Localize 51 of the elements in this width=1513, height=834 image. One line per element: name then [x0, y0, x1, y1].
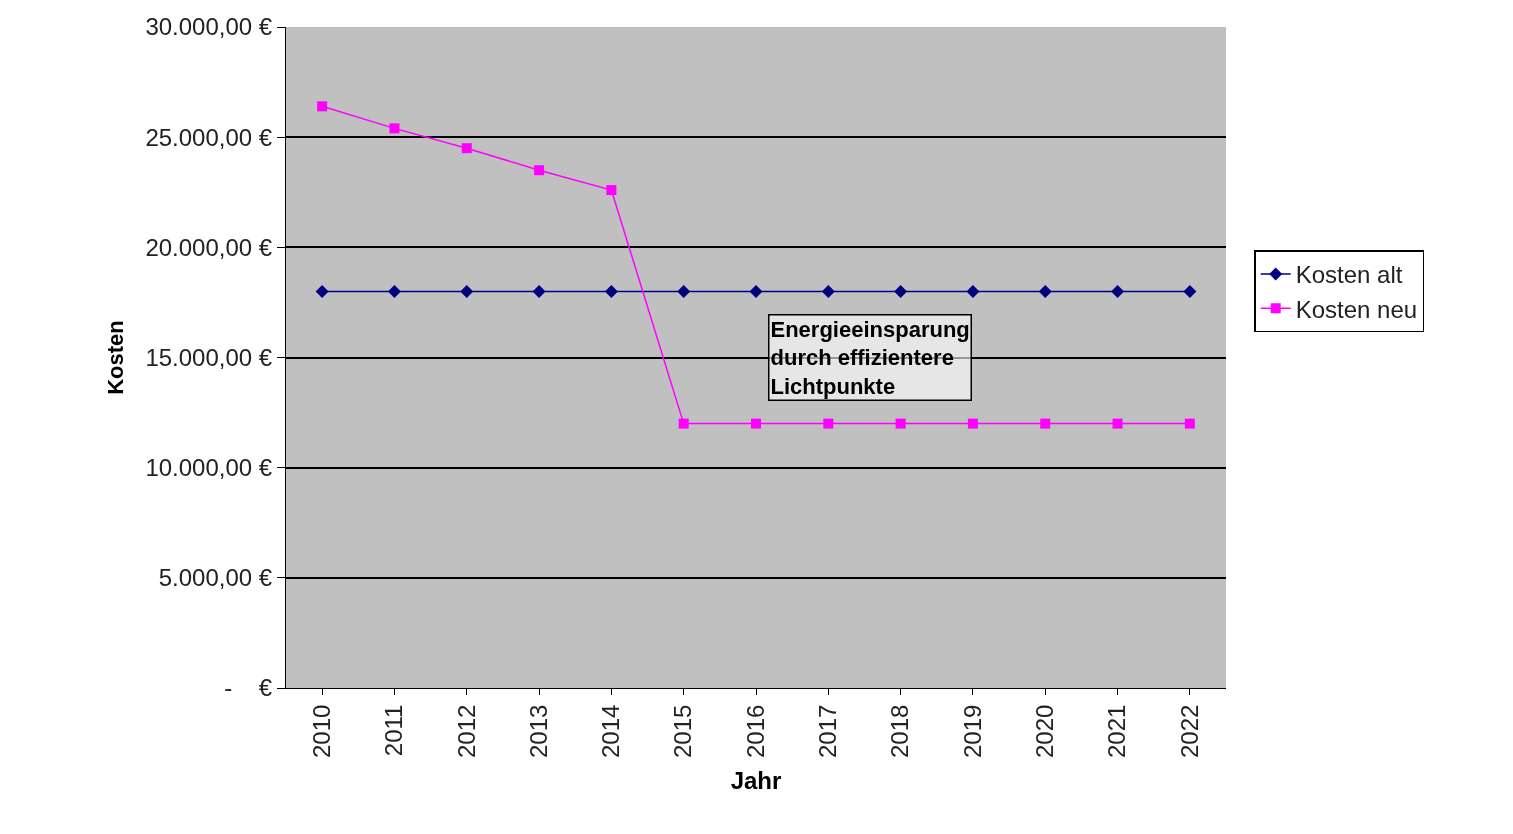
x-tick-label: 2017 — [814, 704, 842, 758]
point — [895, 418, 906, 429]
point — [967, 418, 978, 429]
x-tick-label: 2018 — [886, 704, 914, 758]
x-tick-label: 2015 — [669, 704, 697, 758]
point — [1038, 284, 1052, 298]
point — [534, 165, 545, 176]
point — [461, 143, 472, 154]
y-axis-title: Kosten — [103, 320, 129, 395]
point — [317, 101, 328, 112]
point — [315, 284, 329, 298]
point — [966, 284, 980, 298]
x-tick-label: 2012 — [452, 704, 480, 758]
point — [1184, 418, 1195, 429]
y-tick-label: 20.000,00 € — [145, 233, 273, 261]
point — [1111, 284, 1125, 298]
point — [894, 284, 908, 298]
x-tick-label: 2022 — [1175, 704, 1203, 758]
annotation: Energieeinsparung durch effizientere Lichtpunkte — [770, 316, 970, 399]
point — [1183, 284, 1197, 298]
point — [387, 284, 401, 298]
point — [677, 284, 691, 298]
point — [604, 284, 618, 298]
x-tick-label: 2021 — [1103, 704, 1131, 758]
point — [389, 123, 400, 134]
point — [1040, 418, 1051, 429]
y-tick-label: 30.000,00 € — [145, 13, 273, 41]
point — [460, 284, 474, 298]
point — [606, 185, 617, 196]
point — [1112, 418, 1123, 429]
y-tick-label: 25.000,00 € — [145, 123, 273, 151]
y-tick-label: - € — [224, 674, 273, 702]
point — [823, 418, 834, 429]
x-tick-label: 2014 — [597, 704, 625, 758]
x-tick-label: 2019 — [958, 704, 986, 758]
x-tick-label: 2010 — [307, 704, 335, 758]
y-tick-label: 5.000,00 € — [158, 564, 273, 592]
y-tick-label: 15.000,00 € — [145, 343, 273, 371]
y-tick-label: 10.000,00 € — [145, 454, 273, 482]
x-tick-label: 2016 — [741, 704, 769, 758]
point — [678, 418, 689, 429]
point — [821, 284, 835, 298]
point — [532, 284, 546, 298]
x-axis-title: Jahr — [730, 767, 782, 795]
x-tick-label: 2020 — [1031, 704, 1059, 758]
legend-label: Kosten neu — [1295, 295, 1418, 323]
legend-label: Kosten alt — [1295, 261, 1403, 289]
point — [751, 418, 761, 429]
point — [749, 284, 763, 298]
x-tick-label: 2013 — [524, 704, 552, 758]
x-tick-label: 2011 — [380, 704, 408, 757]
